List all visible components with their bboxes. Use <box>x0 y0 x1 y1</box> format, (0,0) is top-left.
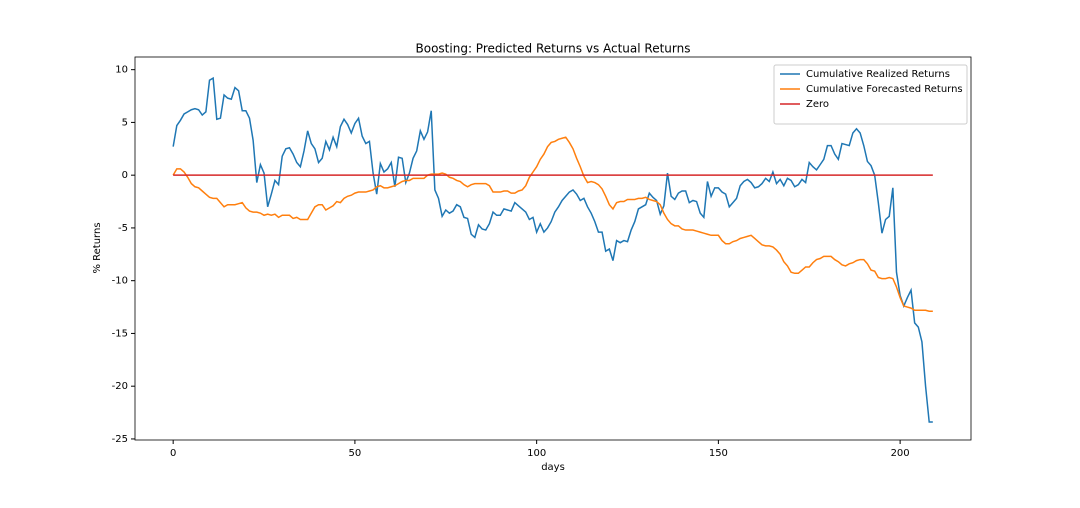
line <box>172 136 933 313</box>
legend-label: Cumulative Forecasted Returns <box>806 84 963 95</box>
x-tick-label: 100 <box>527 448 546 459</box>
legend-box <box>773 64 968 125</box>
y-axis-label: % Returns <box>92 222 103 273</box>
legend-label: Cumulative Realized Returns <box>806 69 950 80</box>
y-tick-label: -20 <box>112 381 128 392</box>
chart-title: Boosting: Predicted Returns vs Actual Re… <box>416 42 691 56</box>
x-tick-label: 150 <box>709 448 728 459</box>
y-tick-label: -10 <box>112 276 128 287</box>
x-tick-label: 0 <box>170 448 176 459</box>
y-tick-label: 5 <box>122 117 128 128</box>
x-axis-label: days <box>541 462 565 473</box>
x-tick-label: 50 <box>349 448 362 459</box>
y-tick-label: -15 <box>112 328 128 339</box>
legend-label: Zero <box>806 99 829 110</box>
line <box>172 76 933 423</box>
legend: Cumulative Realized Returns Cumulative Fo… <box>773 64 968 125</box>
y-tick-label: -5 <box>118 223 128 234</box>
plot-frame <box>134 56 972 441</box>
y-tick-label: -25 <box>112 434 128 445</box>
y-tick-label: 0 <box>122 170 128 181</box>
y-tick-label: 10 <box>115 65 128 76</box>
x-tick-label: 200 <box>891 448 910 459</box>
